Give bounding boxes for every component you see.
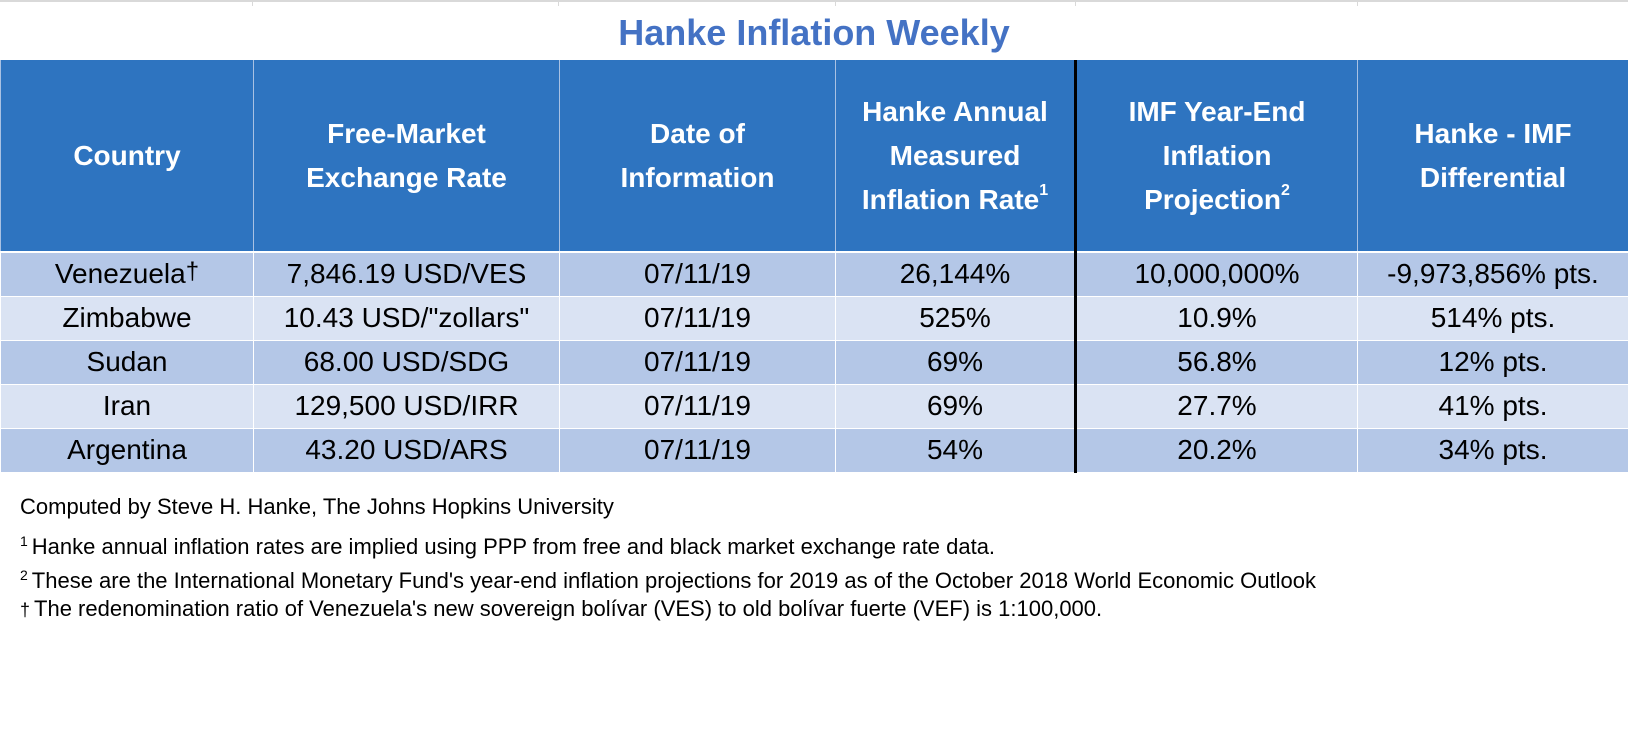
country-cell: Sudan: [0, 339, 254, 385]
sheet-gridline: [1075, 0, 1076, 6]
report-title: Hanke Inflation Weekly: [618, 12, 1010, 53]
header-hanke-rate: Hanke Annual Measured Inflation Rate1: [835, 60, 1076, 253]
exchange-rate-cell: 7,846.19 USD/VES: [253, 251, 560, 297]
header-row: Country Free-Market Exchange Rate Date of…: [0, 60, 1628, 253]
hanke-rate-cell: 525%: [835, 295, 1076, 341]
date-cell: 07/11/19: [559, 251, 836, 297]
date-cell: 07/11/19: [559, 339, 836, 385]
hanke-rate-cell: 69%: [835, 339, 1076, 385]
hanke-rate-cell: 69%: [835, 383, 1076, 429]
dagger-mark: †: [185, 258, 200, 286]
differential-cell: 34% pts.: [1357, 427, 1628, 473]
footnote-marker: 2: [20, 567, 28, 583]
country-cell: Argentina: [0, 427, 254, 473]
footnotes: Computed by Steve H. Hanke, The Johns Ho…: [20, 490, 1620, 626]
imf-projection-cell: 20.2%: [1074, 427, 1358, 473]
header-country: Country: [0, 60, 254, 253]
sheet-gridline: [558, 0, 559, 6]
footnote-marker: 1: [1039, 181, 1049, 199]
header-imf-projection: IMF Year-End Inflation Projection2: [1074, 60, 1358, 253]
differential-cell: 41% pts.: [1357, 383, 1628, 429]
footnote-dagger: † The redenomination ratio of Venezuela's…: [20, 596, 1103, 621]
inflation-table: Country Free-Market Exchange Rate Date of…: [0, 60, 1628, 473]
imf-projection-cell: 10.9%: [1074, 295, 1358, 341]
imf-projection-cell: 56.8%: [1074, 339, 1358, 385]
header-exchange-rate: Free-Market Exchange Rate: [253, 60, 560, 253]
differential-cell: -9,973,856% pts.: [1357, 251, 1628, 297]
country-cell: Venezuela†: [0, 251, 254, 297]
country-cell: Iran: [0, 383, 254, 429]
table-row: Venezuela† 7,846.19 USD/VES 07/11/19 26,…: [0, 251, 1628, 297]
header-differential: Hanke - IMF Differential: [1357, 60, 1628, 253]
exchange-rate-cell: 43.20 USD/ARS: [253, 427, 560, 473]
date-cell: 07/11/19: [559, 383, 836, 429]
differential-cell: 12% pts.: [1357, 339, 1628, 385]
sheet-gridline: [1357, 0, 1358, 6]
exchange-rate-cell: 129,500 USD/IRR: [253, 383, 560, 429]
sheet-gridline: [252, 0, 253, 6]
table-row: Zimbabwe 10.43 USD/"zollars" 07/11/19 52…: [0, 295, 1628, 341]
footnote-2: 2 These are the International Monetary Fu…: [20, 567, 1316, 593]
hanke-rate-cell: 26,144%: [835, 251, 1076, 297]
dagger-mark: †: [20, 600, 31, 620]
sheet-gridline: [835, 0, 836, 6]
imf-projection-cell: 10,000,000%: [1074, 251, 1358, 297]
exchange-rate-cell: 68.00 USD/SDG: [253, 339, 560, 385]
hanke-rate-cell: 54%: [835, 427, 1076, 473]
table-row: Argentina 43.20 USD/ARS 07/11/19 54% 20.…: [0, 427, 1628, 473]
footnote-marker: 1: [20, 533, 28, 549]
exchange-rate-cell: 10.43 USD/"zollars": [253, 295, 560, 341]
date-cell: 07/11/19: [559, 427, 836, 473]
date-cell: 07/11/19: [559, 295, 836, 341]
differential-cell: 514% pts.: [1357, 295, 1628, 341]
footnote-1: 1 Hanke annual inflation rates are implie…: [20, 533, 996, 559]
table-row: Sudan 68.00 USD/SDG 07/11/19 69% 56.8% 1…: [0, 339, 1628, 385]
attribution-note: Computed by Steve H. Hanke, The Johns Ho…: [20, 494, 614, 519]
table-row: Iran 129,500 USD/IRR 07/11/19 69% 27.7% …: [0, 383, 1628, 429]
header-date: Date of Information: [559, 60, 836, 253]
country-cell: Zimbabwe: [0, 295, 254, 341]
imf-projection-cell: 27.7%: [1074, 383, 1358, 429]
footnote-marker: 2: [1281, 181, 1290, 199]
